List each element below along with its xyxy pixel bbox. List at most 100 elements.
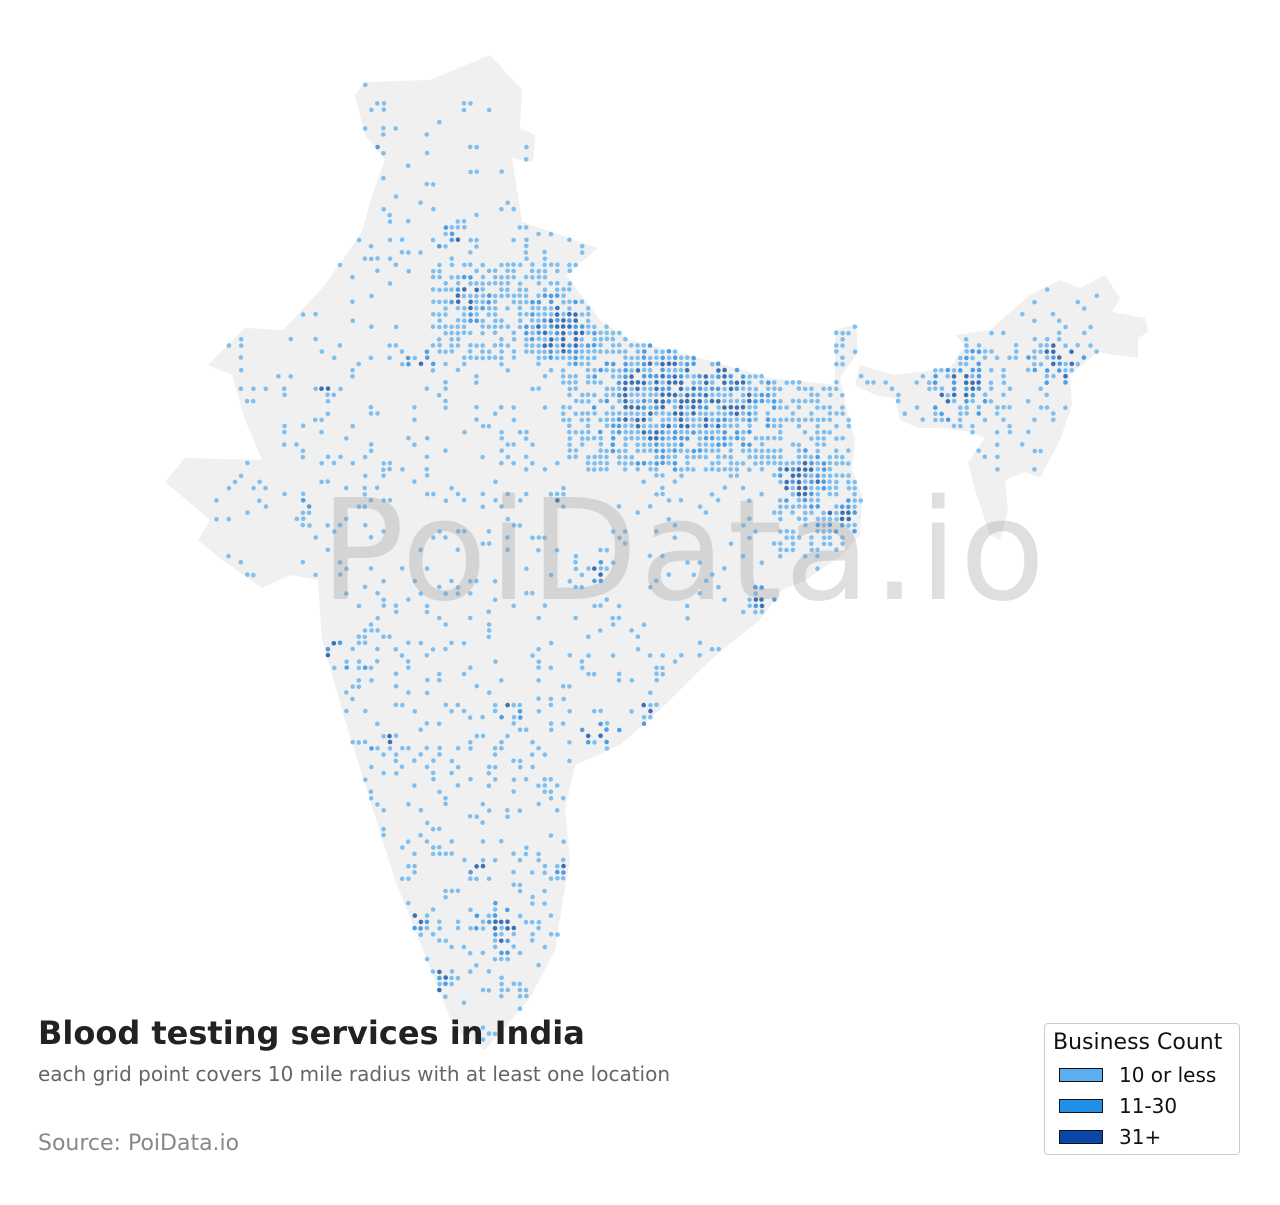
grid-point: [443, 622, 449, 627]
grid-point: [480, 926, 486, 931]
grid-point: [412, 851, 417, 857]
grid-point: [623, 349, 628, 354]
grid-point: [641, 411, 647, 417]
grid-point: [691, 404, 696, 410]
grid-point: [815, 547, 820, 553]
grid-point: [932, 386, 938, 391]
grid-point: [660, 417, 666, 423]
grid-point: [728, 423, 733, 429]
grid-point: [592, 740, 597, 745]
grid-point: [964, 411, 969, 416]
grid-point: [697, 640, 703, 646]
grid-point: [623, 423, 628, 429]
grid-point: [499, 993, 504, 999]
grid-point: [437, 243, 442, 249]
grid-point: [437, 969, 442, 975]
grid-point: [685, 374, 690, 379]
grid-point: [555, 869, 560, 875]
grid-point: [306, 504, 312, 509]
grid-point: [691, 454, 696, 460]
grid-point: [573, 330, 579, 336]
grid-point: [821, 386, 826, 392]
grid-point: [617, 398, 622, 404]
grid-point: [616, 380, 622, 386]
grid-point: [282, 491, 287, 497]
grid-point: [1001, 367, 1006, 373]
grid-point: [623, 411, 628, 417]
grid-point: [585, 380, 591, 385]
grid-point: [586, 361, 591, 367]
grid-point: [617, 454, 622, 460]
grid-point: [542, 405, 548, 410]
grid-point: [852, 485, 857, 491]
grid-point: [604, 746, 610, 751]
grid-point: [461, 944, 467, 950]
grid-point: [815, 417, 821, 423]
grid-point: [945, 399, 951, 404]
grid-point: [846, 498, 851, 503]
grid-point: [579, 330, 585, 336]
grid-point: [517, 882, 523, 888]
grid-point: [753, 392, 758, 398]
grid-point: [418, 919, 424, 925]
grid-point: [443, 386, 448, 391]
grid-point: [492, 312, 498, 317]
grid-point: [282, 423, 287, 429]
grid-point: [635, 405, 641, 410]
grid-point: [988, 380, 994, 386]
grid-point: [474, 925, 479, 931]
grid-point: [591, 467, 597, 472]
grid-point: [958, 411, 963, 417]
grid-point: [226, 485, 232, 491]
grid-point: [623, 436, 628, 441]
grid-point: [834, 517, 839, 522]
grid-point: [374, 659, 380, 664]
grid-point: [648, 702, 653, 708]
grid-point: [666, 411, 672, 417]
grid-point: [1051, 355, 1056, 360]
grid-point: [722, 374, 727, 379]
grid-point: [809, 392, 814, 398]
grid-point: [610, 529, 616, 534]
india-land-mainland: [165, 55, 862, 1050]
grid-point: [1032, 361, 1037, 367]
grid-point: [561, 312, 566, 317]
grid-point: [499, 739, 504, 745]
grid-point: [449, 975, 454, 981]
grid-point: [846, 448, 851, 453]
grid-point: [542, 318, 547, 323]
grid-point: [548, 355, 553, 360]
grid-point: [808, 473, 814, 479]
grid-point: [852, 498, 857, 503]
grid-point: [586, 566, 591, 571]
grid-point: [914, 380, 919, 385]
grid-point: [815, 424, 820, 429]
grid-point: [548, 231, 554, 237]
grid-point: [684, 429, 690, 435]
grid-point: [468, 299, 474, 305]
grid-point: [1025, 399, 1031, 404]
grid-point: [300, 448, 306, 454]
grid-point: [505, 274, 511, 280]
grid-point: [529, 919, 535, 925]
grid-point: [716, 448, 721, 453]
grid-point: [697, 374, 702, 379]
grid-point: [964, 343, 969, 348]
grid-point: [598, 454, 603, 460]
grid-point: [666, 367, 672, 373]
grid-point: [486, 609, 492, 614]
grid-point: [536, 293, 541, 299]
grid-point: [834, 473, 839, 478]
grid-point: [499, 938, 504, 944]
grid-point: [964, 386, 969, 392]
grid-point: [740, 554, 746, 559]
grid-point: [598, 560, 604, 565]
grid-point: [976, 349, 982, 355]
grid-point: [406, 876, 411, 882]
grid-point: [524, 349, 529, 354]
grid-point: [548, 491, 554, 497]
grid-point: [362, 492, 368, 497]
grid-point: [486, 783, 492, 789]
grid-point: [523, 454, 529, 460]
grid-point: [796, 454, 802, 460]
